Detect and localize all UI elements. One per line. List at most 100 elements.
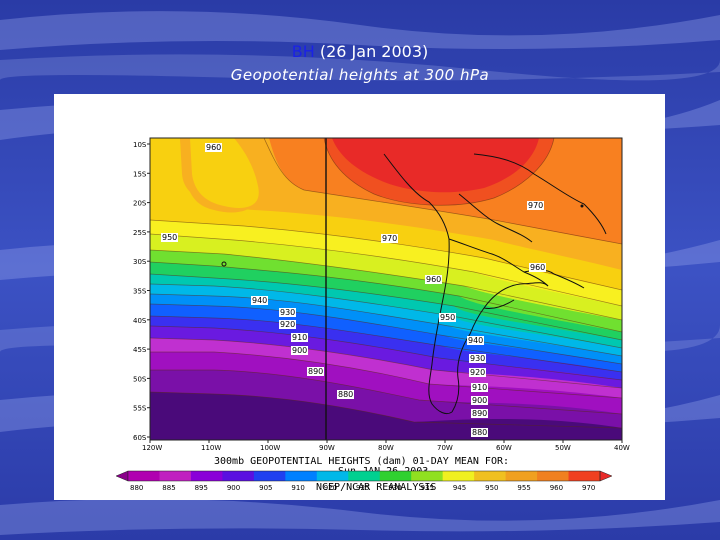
contour-label: 960 xyxy=(529,263,546,272)
colorbar-label: 905 xyxy=(259,484,272,492)
contour-label: 920 xyxy=(469,368,486,377)
contour-label: 940 xyxy=(467,336,484,345)
lat-tick-label: 55S xyxy=(133,405,147,413)
colorbar-right-arrow xyxy=(599,470,613,482)
contour-label: 900 xyxy=(291,346,308,355)
map-panel: 10S 15S 20S 25S 30S 35S 40S 45S 50S 55S 60S 120W 11… xyxy=(54,94,665,500)
colorbar-label: 880 xyxy=(130,484,143,492)
colorbar-label: 895 xyxy=(195,484,208,492)
svg-text:900: 900 xyxy=(292,346,307,355)
svg-text:950: 950 xyxy=(440,313,455,322)
svg-text:880: 880 xyxy=(472,428,487,437)
colorbar-label: 885 xyxy=(162,484,175,492)
svg-text:930: 930 xyxy=(280,308,295,317)
lat-tick-label: 25S xyxy=(133,229,147,237)
coastlines xyxy=(383,153,607,415)
title-date: (26 Jan 2003) xyxy=(314,42,429,61)
contour-label: 960 xyxy=(205,143,222,152)
svg-text:970: 970 xyxy=(382,234,397,243)
lat-tick-label: 35S xyxy=(133,288,147,296)
colorbar-swatch xyxy=(379,471,412,481)
colorbar-left-arrow xyxy=(115,470,129,482)
svg-text:920: 920 xyxy=(470,368,485,377)
contour-labels: 960 970 970 950 960 960 940 950 930 920 910 940 900 9… xyxy=(161,143,546,437)
lon-tick-label: 120W xyxy=(142,444,162,452)
lat-tick-label: 45S xyxy=(133,346,147,354)
svg-text:960: 960 xyxy=(206,143,221,152)
lon-tick-label: 40W xyxy=(614,444,630,452)
contour-label: 950 xyxy=(161,233,178,242)
lat-tick-label: 30S xyxy=(133,258,147,266)
svg-text:960: 960 xyxy=(426,275,441,284)
colorbar-label: 960 xyxy=(550,484,563,492)
colorbar: 880 885 895 900 905 910 920 925 930 935 945 950 955 9… xyxy=(115,470,613,492)
contour-label: 950 xyxy=(439,313,456,322)
colorbar-swatch xyxy=(348,471,381,481)
lon-tick-label: 110W xyxy=(201,444,221,452)
lon-tick-label: 70W xyxy=(437,444,453,452)
lat-tick-label: 50S xyxy=(133,375,147,383)
lon-tick-label: 80W xyxy=(378,444,394,452)
latitude-ticks: 10S 15S 20S 25S 30S 35S 40S 45S 50S 55S 60S xyxy=(133,141,150,442)
contour-label: 970 xyxy=(527,201,544,210)
contour-label: 900 xyxy=(471,396,488,405)
colorbar-swatch xyxy=(128,471,160,481)
svg-text:900: 900 xyxy=(472,396,487,405)
station-code: BH xyxy=(291,42,315,61)
colorbar-swatch xyxy=(474,471,507,481)
colorbar-swatch xyxy=(537,471,570,481)
contour-label: 940 xyxy=(251,296,268,305)
island-marker xyxy=(221,261,227,267)
colorbar-label: 945 xyxy=(453,484,466,492)
colorbar-label: 920 xyxy=(324,484,337,492)
contour-label: 960 xyxy=(425,275,442,284)
contour-label: 890 xyxy=(307,367,324,376)
contour-label: 880 xyxy=(471,428,488,437)
colorbar-label: 910 xyxy=(291,484,304,492)
colorbar-swatch xyxy=(159,471,192,481)
lon-tick-label: 90W xyxy=(319,444,335,452)
colorbar-swatch xyxy=(285,471,318,481)
colorbar-swatch xyxy=(316,471,349,481)
geopotential-height-map: 10S 15S 20S 25S 30S 35S 40S 45S 50S 55S 60S 120W 11… xyxy=(115,137,630,493)
longitude-ticks: 120W 110W 100W 90W 80W 70W 60W 50W 40W xyxy=(142,440,630,452)
lat-tick-label: 60S xyxy=(133,434,147,442)
svg-text:970: 970 xyxy=(528,201,543,210)
colorbar-swatch xyxy=(442,471,475,481)
contour-label: 890 xyxy=(471,409,488,418)
colorbar-swatch xyxy=(190,471,223,481)
colorbar-swatch xyxy=(568,471,601,481)
colorbar-swatch xyxy=(505,471,538,481)
svg-text:920: 920 xyxy=(280,320,295,329)
colorbar-label: 935 xyxy=(421,484,434,492)
svg-text:940: 940 xyxy=(252,296,267,305)
colorbar-label: 955 xyxy=(517,484,530,492)
svg-text:960: 960 xyxy=(530,263,545,272)
colorbar-swatch xyxy=(222,471,255,481)
lat-tick-label: 10S xyxy=(133,141,147,149)
svg-text:940: 940 xyxy=(468,336,483,345)
colorbar-label: 930 xyxy=(388,484,401,492)
lon-tick-label: 60W xyxy=(496,444,512,452)
contour-label: 930 xyxy=(279,308,296,317)
contour-label: 970 xyxy=(381,234,398,243)
lon-tick-label: 50W xyxy=(555,444,571,452)
caption-line-1: 300mb GEOPOTENTIAL HEIGHTS (dam) 01-DAY … xyxy=(214,456,509,467)
contour-label: 880 xyxy=(337,390,354,399)
contour-label: 910 xyxy=(471,383,488,392)
svg-text:890: 890 xyxy=(472,409,487,418)
lat-tick-label: 15S xyxy=(133,170,147,178)
svg-text:950: 950 xyxy=(162,233,177,242)
contour-label: 930 xyxy=(469,354,486,363)
colorbar-label: 950 xyxy=(485,484,498,492)
slide-subtitle: Geopotential heights at 300 hPa xyxy=(230,66,490,84)
lat-tick-label: 40S xyxy=(133,317,147,325)
svg-text:880: 880 xyxy=(338,390,353,399)
svg-text:930: 930 xyxy=(470,354,485,363)
svg-text:890: 890 xyxy=(308,367,323,376)
contour-label: 920 xyxy=(279,320,296,329)
island-marker-2 xyxy=(580,204,584,208)
colorbar-label: 925 xyxy=(356,484,369,492)
caption-credit: NCEP/NCAR REANALYSIS xyxy=(316,482,436,493)
lat-tick-label: 20S xyxy=(133,200,147,208)
